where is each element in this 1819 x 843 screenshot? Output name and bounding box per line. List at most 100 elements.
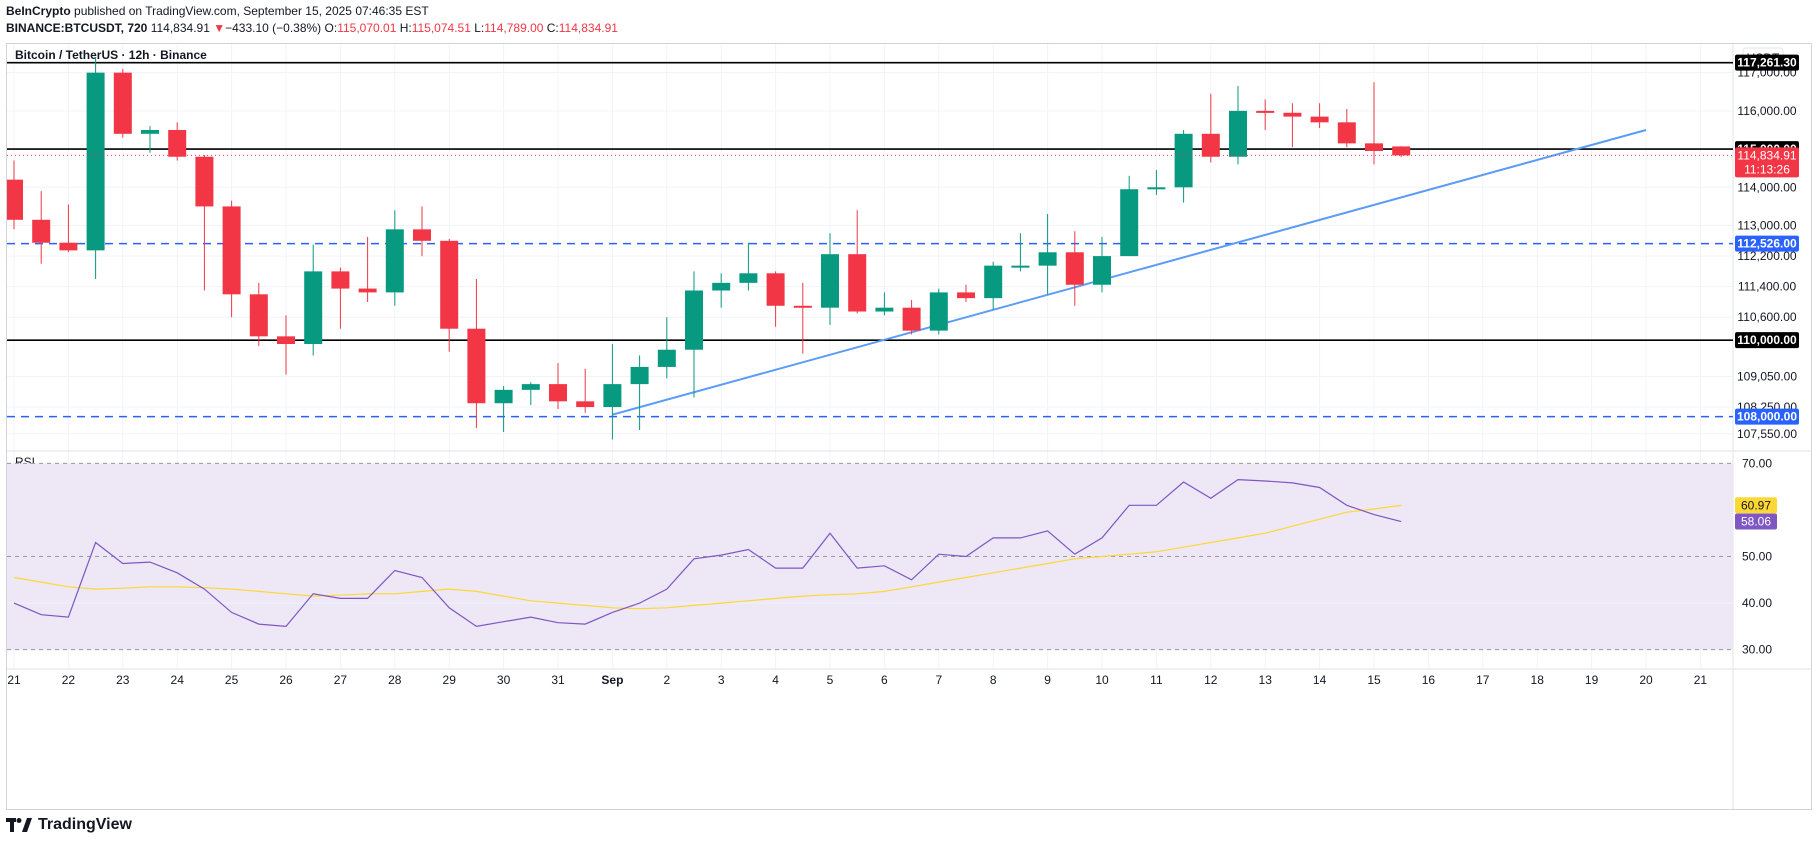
ohlc-info: BINANCE:BTCUSDT, 720 114,834.91 ▼−433.10… [6,21,618,35]
candle-body[interactable] [222,206,241,295]
y-tick-label: 110,600.00 [1737,310,1796,324]
candle-body[interactable] [86,72,105,251]
candle-body[interactable] [1365,143,1383,152]
candle-body[interactable] [549,384,567,402]
candle-body[interactable] [766,273,785,306]
candle-body[interactable] [358,288,377,293]
x-tick-label: 15 [1367,673,1381,687]
level-price-label: 112,526.00 [1737,237,1797,251]
candle-body[interactable] [32,219,51,243]
publish-info: BeInCrypto published on TradingView.com,… [6,4,429,18]
close-label: C: [546,21,559,35]
x-tick-label: 27 [334,673,348,687]
candle-body[interactable] [440,240,459,329]
candle-body[interactable] [1392,146,1411,156]
candle-body[interactable] [1337,122,1356,144]
high-value: 115,074.51 [411,21,471,35]
candle-body[interactable] [957,292,975,299]
countdown-label: 11:13:26 [1744,162,1790,176]
candle-body[interactable] [1310,116,1329,123]
level-price-tag [1735,54,1799,71]
chart-title: Bitcoin / TetherUS · 12h · Binance [15,48,207,62]
candle-body[interactable] [413,229,431,241]
candle-body[interactable] [1065,252,1084,285]
candle-body[interactable] [249,294,268,337]
open-value: 115,070.01 [337,21,397,35]
candle-body[interactable] [603,384,622,408]
candle-body[interactable] [59,242,78,251]
candle-body[interactable] [113,72,132,134]
symbol-label: BINANCE:BTCUSDT, 720 [6,21,148,35]
candle-body[interactable] [793,305,812,308]
candle-body[interactable] [1283,112,1302,117]
candle-body[interactable] [7,179,23,220]
chart-container[interactable]: 21 22 23 24 25 26 27 28 29 30 31 Sep 2 3 4 5 6 7 8 9 10 11 12 1… [6,43,1812,810]
candle-body[interactable] [902,307,921,331]
chart-canvas[interactable]: 21 22 23 24 25 26 27 28 29 30 31 Sep 2 3 4 5 6 7 8 9 10 11 12 1… [7,44,1812,810]
candle-body[interactable] [1174,133,1193,188]
candle-body[interactable] [630,366,649,385]
tradingview-logo-icon [6,818,32,832]
x-tick-label: Sep [601,673,623,687]
candle-body[interactable] [1120,189,1139,257]
candle-body[interactable] [848,254,867,312]
trendline[interactable] [612,129,1647,416]
candle-body[interactable] [821,254,839,308]
x-tick-label: 11 [1150,673,1163,687]
candle-body[interactable] [984,265,1003,299]
candle-body[interactable] [1201,133,1220,157]
x-tick-label: 9 [1044,673,1051,687]
rsi-ma-line [13,504,1402,610]
candle-body[interactable] [385,229,404,293]
x-tick-label: 6 [881,673,888,687]
rsi-y-tick-label: 40.00 [1742,596,1772,610]
candle-body[interactable] [521,384,540,390]
level-price-label: 110,000.00 [1737,333,1797,347]
rsi-ma-value-label: 60.97 [1741,498,1771,512]
x-tick-label: 26 [279,673,293,687]
candle-body[interactable] [712,282,731,291]
candle-body[interactable] [1256,110,1275,113]
y-tick-label: 112,200.00 [1737,249,1796,263]
candle-body[interactable] [277,336,295,344]
candle-body[interactable] [929,292,948,331]
y-tick-label: 113,000.00 [1737,219,1796,233]
rsi-band [7,463,1733,650]
candle-body[interactable] [494,389,513,404]
x-tick-label: 28 [388,673,402,687]
candle-body[interactable] [195,156,214,207]
x-tick-label: 8 [990,673,997,687]
candle-body[interactable] [1229,110,1247,157]
x-tick-label: 23 [116,673,130,687]
candle-body[interactable] [739,273,758,283]
footer-brand: TradingView [38,816,132,833]
candle-body[interactable] [168,129,187,157]
candle-body[interactable] [1038,252,1057,266]
candle-body[interactable] [1093,256,1111,285]
candle-body[interactable] [657,349,676,367]
x-tick-label: 21 [1694,673,1708,687]
x-tick-label: 12 [1204,673,1218,687]
rsi-line [13,478,1402,628]
x-tick-label: 4 [772,673,779,687]
candle-body[interactable] [875,307,894,312]
candle-body[interactable] [467,328,486,404]
candle-body[interactable] [1011,265,1030,268]
x-tick-label: 3 [718,673,725,687]
last-price-label: 114,834.91 [1737,148,1796,162]
x-tick-label: 24 [171,673,185,687]
x-tick-label: 20 [1639,673,1653,687]
candle-body[interactable] [1147,187,1166,190]
candle-body[interactable] [685,290,703,350]
rsi-y-tick-label: 70.00 [1742,456,1772,470]
x-tick-label: 22 [62,673,76,687]
rsi-ma-value-tag [1735,497,1777,514]
x-tick-label: 18 [1531,673,1545,687]
candle-body[interactable] [576,401,595,408]
candle-body[interactable] [331,271,350,289]
publisher-name[interactable]: BeInCrypto [6,4,71,18]
candle-body[interactable] [141,129,159,134]
y-tick-label: 107,550.00 [1737,427,1797,441]
x-tick-label: 14 [1313,673,1327,687]
candle-body[interactable] [304,271,323,344]
